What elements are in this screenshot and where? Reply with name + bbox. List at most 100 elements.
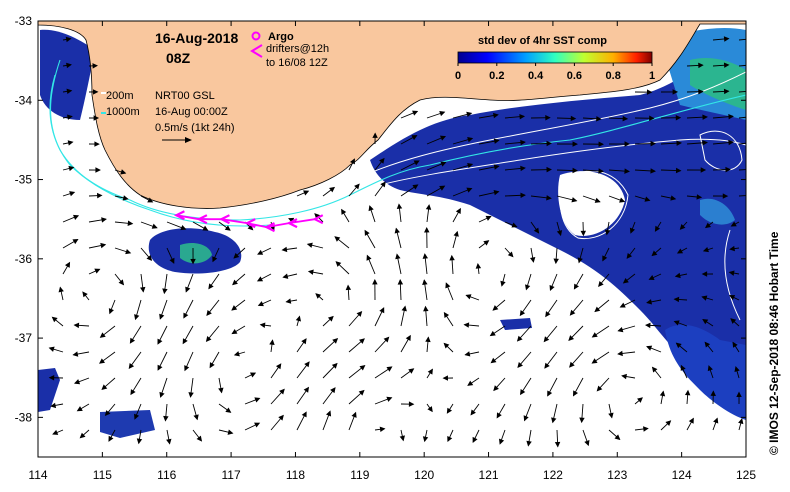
vector-scale-label: 0.5m/s (1kt 24h) [155, 122, 234, 134]
current-arrowhead [673, 296, 680, 303]
current-arrowhead [147, 197, 154, 203]
current-arrowhead [104, 410, 111, 417]
current-arrowhead [94, 141, 100, 147]
current-arrowhead [134, 413, 140, 420]
current-arrowhead [397, 279, 404, 285]
current-arrowhead [224, 225, 231, 231]
current-arrowhead [545, 311, 551, 318]
current-arrowhead [526, 440, 532, 447]
current-arrowhead [651, 250, 658, 257]
current-arrowhead [101, 384, 108, 391]
current-arrowhead [395, 253, 401, 260]
current-arrowhead [728, 270, 735, 276]
current-arrowhead [279, 388, 285, 395]
current-arrowhead [496, 412, 502, 419]
current-arrowhead [278, 414, 284, 421]
current-arrowhead [151, 223, 158, 229]
current-arrowhead [48, 375, 55, 381]
current-arrowhead [351, 411, 357, 418]
current-arrowhead [232, 279, 238, 286]
current-arrowhead [218, 387, 224, 394]
current-arrowhead [315, 293, 322, 299]
current-arrow [738, 91, 746, 93]
current-arrowhead [729, 295, 736, 300]
current-arrowhead [92, 89, 99, 95]
current-arrowhead [680, 364, 686, 371]
current-arrowhead [100, 242, 107, 249]
current-arrowhead [672, 89, 679, 95]
current-arrowhead [732, 341, 738, 348]
current-arrowhead [183, 312, 189, 319]
current-arrowhead [379, 157, 385, 164]
current-arrowhead [547, 390, 553, 397]
current-arrowhead [736, 391, 742, 397]
current-arrowhead [729, 245, 735, 252]
current-arrowhead [209, 362, 215, 369]
current-arrowhead [596, 385, 603, 392]
current-arrowhead [425, 336, 431, 343]
current-arrowhead [549, 284, 555, 292]
current-arrowhead [69, 191, 76, 197]
current-arrowhead [598, 141, 605, 147]
current-arrowhead [206, 310, 212, 316]
current-arrowhead [619, 302, 626, 308]
current-arrowhead [702, 114, 708, 120]
current-arrowhead [584, 440, 590, 447]
current-arrowhead [73, 322, 80, 329]
current-arrowhead [74, 379, 81, 385]
current-arrow [738, 195, 746, 197]
current-arrowhead [629, 227, 635, 234]
current-arrowhead [66, 88, 73, 95]
current-arrowhead [231, 305, 238, 311]
y-axis: -33 -34 -35 -36 -37 -38 [15, 14, 746, 424]
current-arrowhead [702, 140, 708, 146]
current-arrowhead [467, 137, 474, 143]
current-arrowhead [358, 389, 365, 396]
current-arrowhead [621, 373, 627, 380]
drifter-arrow-icon [250, 44, 263, 58]
current-arrowhead [622, 277, 629, 284]
current-arrowhead [372, 278, 378, 285]
current-arrowhead [120, 169, 127, 175]
current-arrowhead [453, 230, 459, 237]
current-arrowhead [380, 181, 386, 188]
current-arrowhead [295, 315, 302, 322]
current-arrowhead [368, 205, 374, 212]
current-arrowhead [545, 115, 551, 121]
current-arrowhead [67, 114, 73, 120]
current-arrowhead [166, 438, 172, 445]
land-mass [38, 21, 746, 209]
current-arrowhead [422, 436, 429, 443]
current-arrowhead [330, 387, 336, 394]
current-arrowhead [118, 279, 125, 286]
current-arrowhead [275, 363, 282, 370]
current-arrowhead [50, 402, 57, 409]
current-arrowhead [725, 166, 731, 173]
drifter-track-segment [247, 222, 267, 228]
current-arrowhead [108, 308, 114, 315]
current-arrowhead [422, 253, 429, 259]
current-arrowhead [439, 185, 446, 191]
current-arrowhead [650, 168, 656, 174]
current-arrowhead [594, 306, 601, 313]
drifter-tracks [173, 210, 324, 233]
current-arrowhead [99, 358, 106, 364]
current-arrowhead [577, 257, 583, 264]
current-arrowhead [146, 255, 153, 261]
current-arrowhead [401, 305, 407, 312]
current-arrowhead [665, 420, 672, 426]
current-arrowhead [79, 432, 86, 439]
current-arrowhead [422, 279, 428, 285]
current-arrowhead [602, 255, 608, 262]
current-arrowhead [66, 62, 72, 69]
depth-200-label: 200m [106, 90, 134, 102]
current-arrowhead [755, 140, 759, 144]
current-arrowhead [303, 190, 310, 196]
current-arrowhead [573, 283, 579, 290]
current-arrowhead [493, 189, 500, 196]
current-arrowhead [604, 229, 611, 236]
current-arrowhead [701, 271, 708, 277]
current-arrow [738, 116, 746, 119]
current-arrowhead [710, 390, 716, 396]
